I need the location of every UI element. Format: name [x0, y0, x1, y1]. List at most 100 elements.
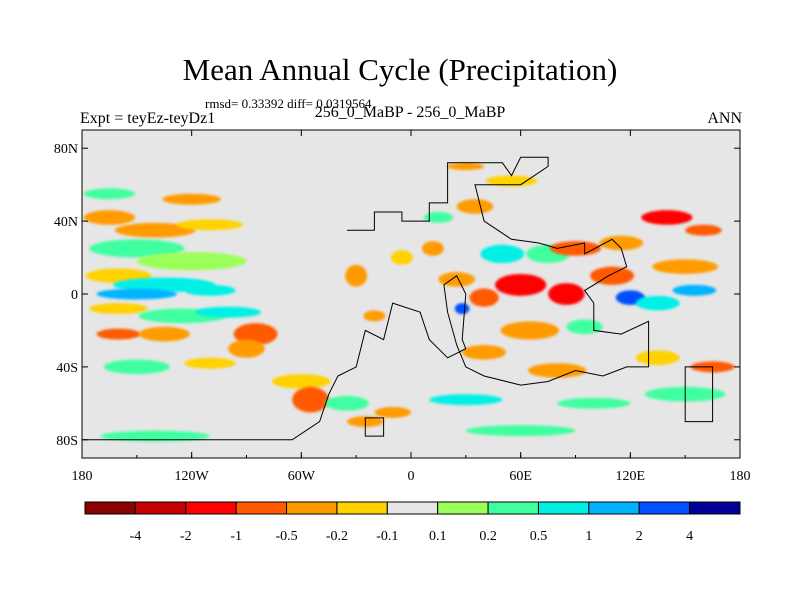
- colorbar-label: 2: [636, 529, 643, 544]
- colorbar-label: 1: [585, 529, 592, 544]
- x-axis: 180 120W 60W 0 60E 120E 180: [72, 130, 751, 484]
- anomaly-region: [100, 430, 210, 442]
- colorbar-label: -0.1: [376, 529, 398, 544]
- continent-outline: [82, 156, 650, 441]
- anomaly-region: [548, 283, 585, 305]
- anomaly-region: [456, 199, 494, 214]
- anomaly-region: [162, 193, 221, 205]
- anomaly-field: [83, 162, 735, 442]
- anomaly-region: [590, 266, 634, 285]
- y-tick-label: 40S: [56, 361, 78, 376]
- anomaly-region: [96, 288, 178, 300]
- anomaly-region: [103, 359, 170, 375]
- colorbar-swatch: [437, 501, 489, 515]
- colorbar-label: 4: [686, 529, 693, 544]
- anomaly-region: [177, 219, 243, 231]
- anomaly-region: [500, 321, 560, 340]
- anomaly-region: [454, 303, 470, 315]
- colorbar-label: -4: [130, 529, 142, 544]
- y-tick-label: 40N: [54, 215, 78, 230]
- period-label: 256_0_MaBP - 256_0_MaBP: [314, 104, 506, 121]
- colorbar-swatch: [588, 501, 640, 515]
- x-tick-label: 180: [72, 469, 93, 484]
- anomaly-region: [495, 273, 547, 296]
- anomaly-region: [184, 284, 236, 296]
- anomaly-region: [195, 306, 262, 318]
- colorbar-label: 0.2: [479, 529, 497, 544]
- island-outline: [364, 417, 385, 437]
- anomaly-region: [557, 397, 631, 409]
- island-outline: [684, 366, 714, 423]
- anomaly-region: [421, 241, 444, 256]
- x-tick-label: 60E: [509, 469, 532, 484]
- x-tick-label: 0: [408, 469, 415, 484]
- anomaly-region: [566, 319, 603, 335]
- anomaly-region: [462, 345, 507, 360]
- anomaly-region: [390, 250, 413, 265]
- x-tick-label: 180: [730, 469, 751, 484]
- colorbar-swatch: [386, 501, 439, 515]
- anomaly-region: [138, 326, 190, 342]
- anomaly-region: [89, 239, 185, 258]
- colorbar-swatch: [84, 501, 136, 515]
- colorbar-swatch: [487, 501, 539, 515]
- colorbar-label: -0.2: [326, 529, 348, 544]
- colorbar-label: -1: [230, 529, 242, 544]
- anomaly-region: [228, 339, 265, 358]
- anomaly-region: [363, 310, 386, 322]
- anomaly-region: [89, 303, 148, 315]
- colorbar-label: 0.1: [429, 529, 447, 544]
- anomaly-region: [423, 212, 454, 223]
- y-tick-label: 80S: [56, 434, 78, 449]
- anomaly-region: [325, 396, 369, 411]
- season-label: ANN: [707, 110, 742, 127]
- anomaly-region: [599, 235, 644, 251]
- anomaly-region: [447, 162, 485, 171]
- chart-title: Mean Annual Cycle (Precipitation): [182, 52, 618, 87]
- anomaly-region: [272, 374, 331, 389]
- anomaly-region: [429, 394, 503, 406]
- anomaly-region: [374, 406, 411, 418]
- x-tick-label: 120E: [616, 469, 646, 484]
- y-tick-label: 80N: [54, 142, 78, 157]
- colorbar-swatch: [689, 501, 741, 515]
- colorbar-swatch: [638, 501, 691, 515]
- colorbar-swatch: [134, 501, 187, 515]
- anomaly-region: [184, 357, 236, 369]
- stats-text: rmsd= 0.33392 diff= 0.0319564: [205, 96, 372, 111]
- anomaly-region: [485, 175, 538, 187]
- colorbar-swatch: [336, 501, 388, 515]
- colorbar: -4 -2 -1 -0.5 -0.2 -0.1 0.1 0.2 0.5 1 2 4: [84, 501, 741, 544]
- anomaly-region: [641, 210, 693, 225]
- anomaly-region: [83, 210, 136, 225]
- colorbar-label: -2: [180, 529, 192, 544]
- colorbar-swatch: [235, 501, 288, 515]
- anomaly-region: [635, 350, 680, 366]
- anomaly-region: [438, 272, 475, 287]
- anomaly-region: [345, 264, 368, 287]
- anomaly-region: [292, 386, 329, 413]
- anomaly-region: [233, 323, 278, 346]
- continent-outlines: [82, 156, 714, 441]
- anomaly-region: [480, 244, 525, 264]
- y-tick-label: 0: [71, 288, 78, 303]
- colorbar-swatch: [537, 501, 590, 515]
- anomaly-region: [685, 224, 722, 236]
- x-tick-label: 120W: [175, 469, 210, 484]
- colorbar-label: -0.5: [275, 529, 297, 544]
- y-axis: 80N 40N 0 40S 80S: [54, 142, 740, 449]
- anomaly-region: [635, 295, 680, 311]
- anomaly-region: [469, 288, 499, 307]
- anomaly-region: [672, 284, 717, 296]
- anomaly-region: [652, 259, 719, 274]
- colorbar-label: 0.5: [530, 529, 548, 544]
- experiment-label: Expt = teyEz-teyDz1: [80, 110, 216, 127]
- anomaly-region: [465, 425, 576, 437]
- anomaly-region: [96, 328, 141, 340]
- x-tick-label: 60W: [288, 469, 316, 484]
- anomaly-region: [83, 188, 136, 200]
- anomaly-region: [527, 363, 587, 378]
- colorbar-swatch: [185, 501, 237, 515]
- colorbar-swatch: [286, 501, 338, 515]
